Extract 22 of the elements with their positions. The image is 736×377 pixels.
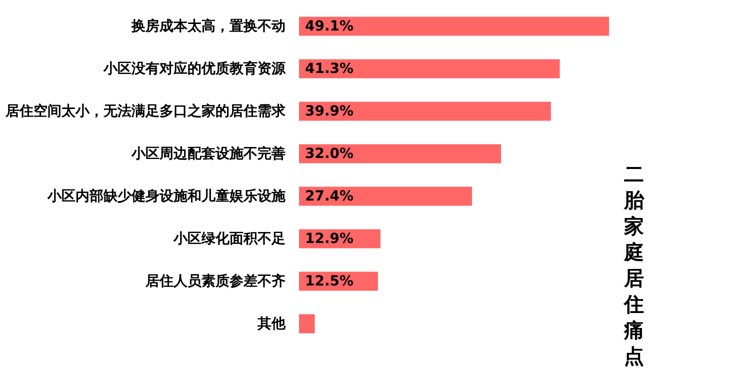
data-label: 32.0% [305, 146, 354, 162]
bar [299, 186, 472, 206]
y-tick-label: 居住空间太小，无法满足多口之家的居住需求 [4, 102, 286, 120]
bar [299, 59, 560, 78]
y-tick-label: 换房成本太高，置换不动 [130, 17, 286, 34]
y-tick-label: 居住人员素质参差不齐 [144, 272, 286, 290]
y-tick-label: 小区没有对应的优质教育资源 [102, 60, 286, 77]
bar [299, 144, 502, 164]
y-tick-label: 小区周边配套设施不完善 [130, 144, 286, 162]
data-label: 12.5% [305, 273, 354, 290]
data-label: 12.9% [305, 230, 354, 247]
bar [299, 102, 551, 121]
data-label: 39.9% [305, 103, 354, 120]
data-label: 49.1% [305, 18, 354, 34]
y-tick-label: 其他 [256, 316, 286, 332]
data-label: 27.4% [305, 188, 354, 204]
data-label: 41.3% [305, 60, 354, 77]
y-tick-label: 小区绿化面积不足 [172, 230, 286, 247]
bar [299, 16, 609, 36]
y-tick-label: 小区内部缺少健身设施和儿童娱乐设施 [46, 187, 286, 204]
text: 二胎家庭居住痛点 [623, 162, 645, 368]
bar [299, 314, 315, 334]
